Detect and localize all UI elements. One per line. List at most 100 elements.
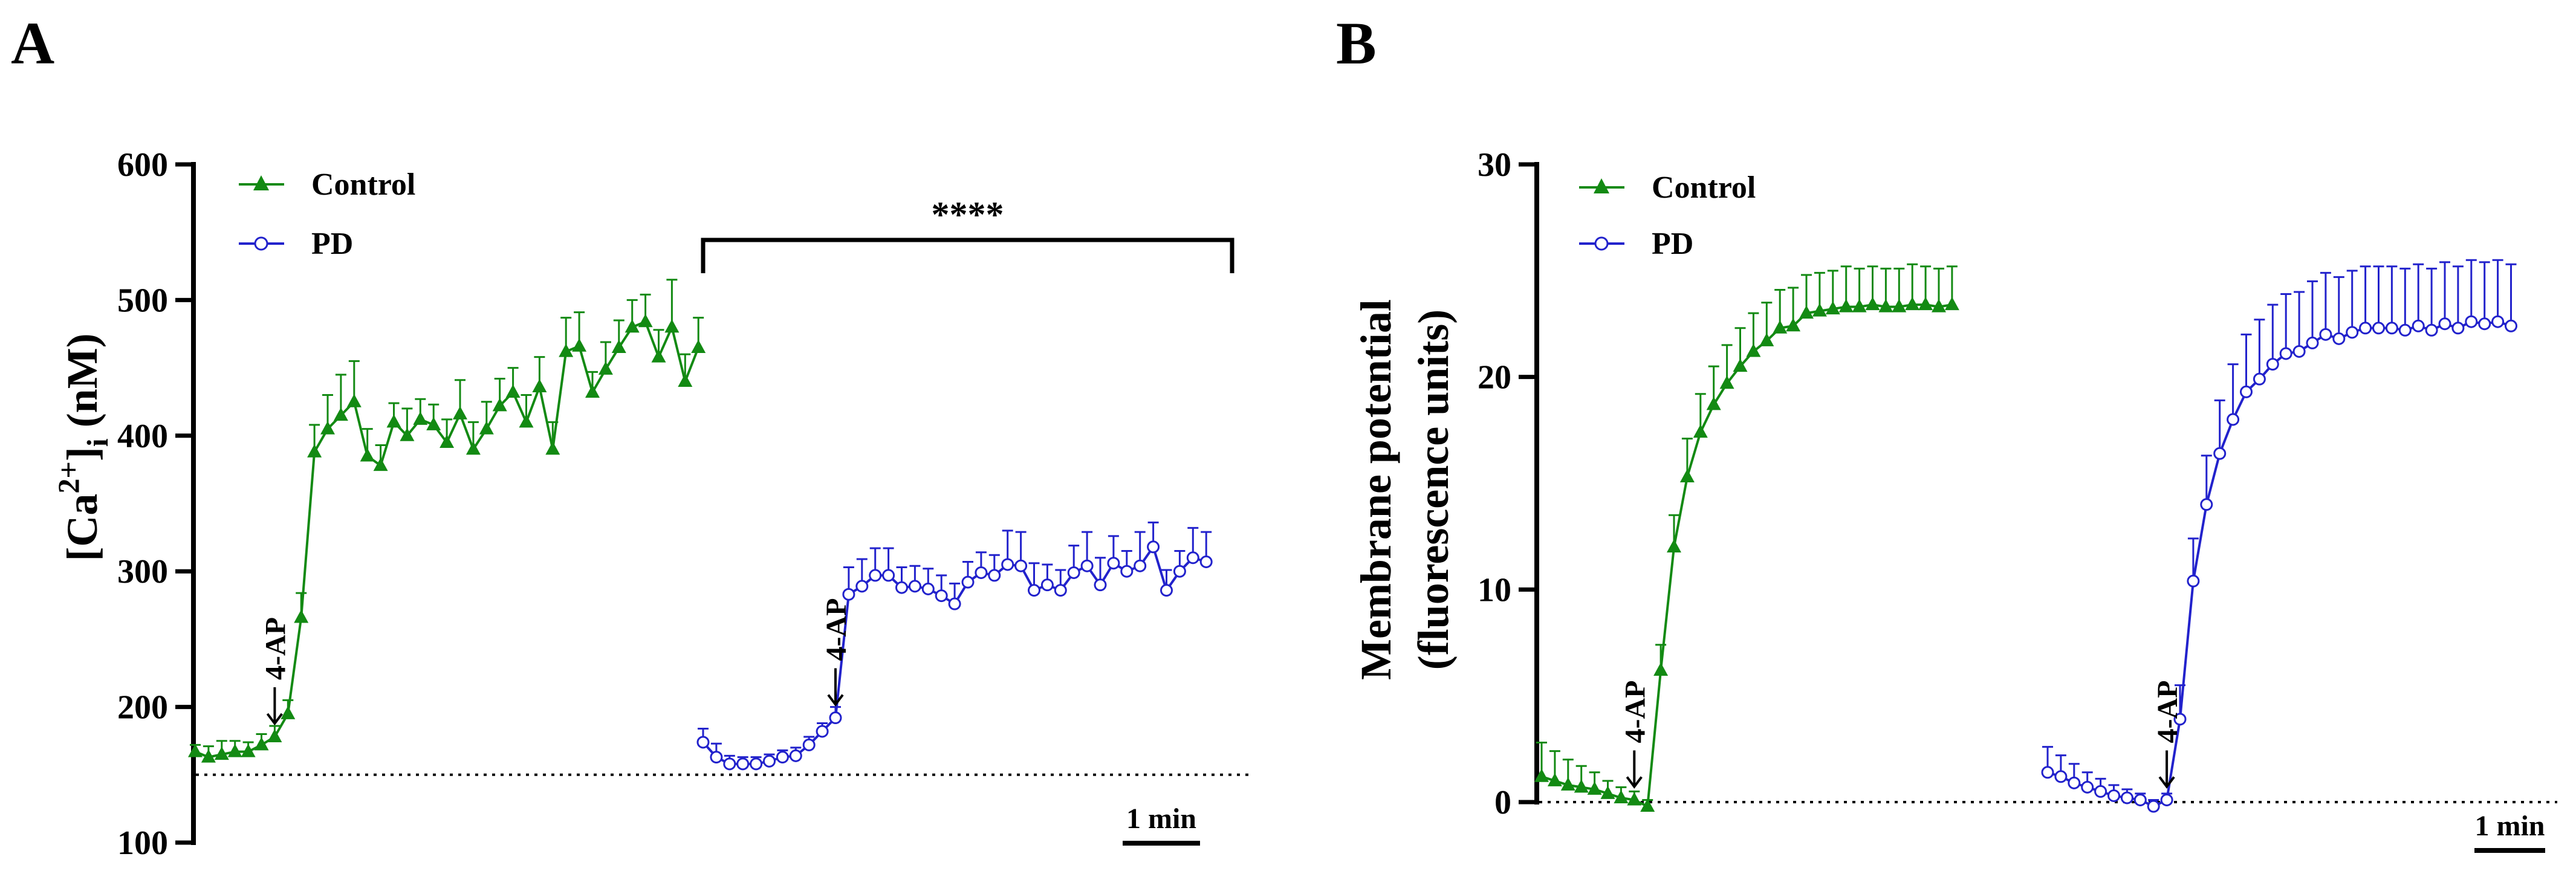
data-point-circle [2200,498,2213,511]
data-point-circle [2346,326,2359,339]
data-point-circle [975,566,988,579]
data-point-circle [1067,566,1080,579]
stimulus-arrowhead [827,694,844,707]
significance-label: **** [932,195,1004,235]
data-point-circle [2359,322,2372,335]
data-point-circle [869,569,882,582]
data-point-circle [1080,559,1094,572]
data-point-triangle [214,746,229,760]
stimulus-label: 4-AP [259,617,291,680]
data-point-circle [1134,559,1147,572]
data-point-triangle [479,421,494,435]
data-point-triangle [466,441,481,455]
data-point-triangle [1932,299,1946,312]
y-tick-label-a: 400 [117,418,168,455]
data-point-circle [908,580,921,593]
y-axis-label-a-base: [Ca [58,494,106,562]
legend-label-pd: PD [1652,227,1693,261]
data-point-circle [1040,578,1054,592]
data-point-circle [2266,358,2279,371]
y-tick-label-b: 10 [1478,571,1511,609]
data-point-triangle [241,743,256,757]
data-point-circle [921,582,935,595]
data-point-circle [2120,791,2133,805]
stimulus-arrowhead [266,713,283,726]
y-tick-label-a: 600 [117,146,168,184]
legend-marker-circle [254,236,268,251]
stimulus-arrowhead [2158,776,2175,789]
y-tick-label-b: 20 [1478,359,1511,397]
data-point-triangle [1878,299,1893,312]
data-point-circle [2306,336,2319,349]
data-point-triangle [453,406,467,419]
legend-marker-triangle [253,175,269,190]
y-tick-label-b: 30 [1478,146,1511,184]
stimulus-label: 4-AP [820,598,852,661]
data-point-triangle [1865,297,1880,311]
data-point-triangle [281,705,296,719]
data-point-triangle [625,319,640,333]
legend-label-control: Control [311,167,415,202]
data-point-triangle [188,743,203,757]
data-point-triangle [294,609,309,623]
data-point-triangle [1574,779,1589,793]
data-point-triangle [505,384,521,398]
data-point-triangle [1667,539,1681,552]
legend-marker-circle [1594,236,1609,251]
data-point-triangle [413,411,428,425]
stimulus-label: 4-AP [1619,681,1651,743]
data-point-circle [842,588,855,601]
data-point-circle [1160,584,1173,597]
data-point-circle [816,725,829,738]
data-point-triangle [426,416,441,430]
data-point-triangle [1640,798,1655,812]
data-point-circle [948,597,961,610]
y-tick-label-a: 100 [117,824,168,862]
data-point-triangle [598,361,613,375]
data-point-circle [2094,785,2107,798]
data-point-circle [2253,372,2266,386]
data-point-triangle [227,743,242,757]
data-point-triangle [333,407,348,421]
data-point-circle [1107,557,1120,570]
data-point-circle [2465,315,2478,328]
data-point-circle [1173,565,1186,578]
panel-letter-a: A [11,10,54,77]
data-point-triangle [1746,343,1761,357]
data-point-triangle [1693,424,1708,438]
data-point-circle [696,736,710,749]
data-point-triangle [691,339,706,353]
data-point-triangle [1547,772,1562,786]
data-point-circle [710,751,723,764]
data-point-circle [750,757,763,771]
data-point-triangle [346,393,362,407]
data-point-triangle [1600,785,1615,799]
data-point-circle [2372,322,2385,335]
data-point-triangle [1627,792,1642,806]
data-point-triangle [1905,297,1920,311]
y-axis-label-a-mid: ] [58,447,106,461]
data-point-triangle [1733,358,1748,372]
data-point-circle [2385,322,2398,335]
data-point-triangle [1838,299,1854,312]
y-axis-label-b-line1: Membrane potential [1352,299,1400,680]
data-point-circle [2438,317,2451,331]
data-point-triangle [360,448,375,462]
data-point-circle [2041,766,2054,779]
data-point-triangle [585,384,600,398]
data-point-triangle [373,458,388,471]
data-point-circle [2425,323,2438,337]
series-line-control [195,320,700,759]
data-point-circle [736,757,750,771]
data-point-circle [961,575,975,589]
data-point-triangle [1706,397,1721,410]
data-point-triangle [638,314,653,328]
data-point-triangle [1719,375,1734,389]
data-point-triangle [519,414,534,428]
data-point-circle [2213,447,2227,460]
data-point-triangle [307,444,322,458]
data-point-triangle [400,427,415,441]
data-point-circle [2398,323,2412,337]
data-point-circle [2240,385,2253,398]
